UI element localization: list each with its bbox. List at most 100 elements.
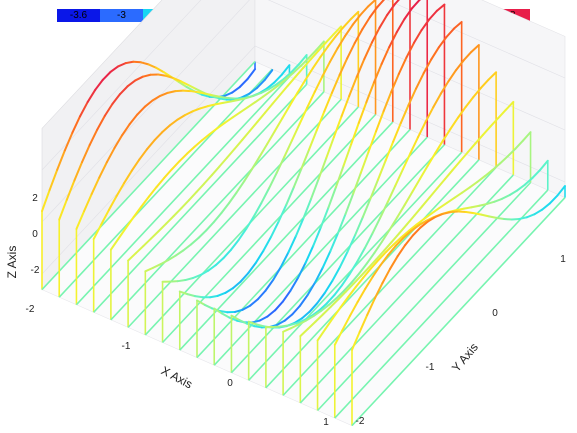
data-point — [81, 144, 91, 164]
x-tick-label: 0 — [227, 378, 233, 389]
z-axis-title: Z Axis — [5, 246, 19, 279]
series-slice — [41, 60, 256, 291]
series-slice — [351, 185, 566, 427]
data-point — [123, 169, 133, 185]
data-point — [65, 179, 76, 201]
data-point — [314, 313, 325, 323]
data-point — [166, 90, 177, 94]
data-point — [223, 91, 234, 97]
data-point — [352, 274, 363, 285]
series-slice — [333, 159, 549, 419]
data-point — [499, 155, 509, 165]
data-point — [325, 294, 336, 305]
data-point — [390, 232, 401, 244]
data-point — [426, 152, 437, 167]
data-point — [531, 168, 542, 179]
data-point — [327, 297, 338, 306]
data-point — [253, 325, 263, 329]
data-point — [356, 247, 366, 263]
data-point — [419, 220, 430, 229]
data-point — [247, 320, 258, 326]
data-point — [411, 226, 422, 237]
data-point — [295, 319, 305, 325]
data-point — [333, 329, 344, 346]
data-point — [361, 197, 372, 219]
data-point — [193, 139, 204, 148]
data-point — [298, 106, 309, 126]
data-point — [457, 105, 467, 119]
data-point — [404, 234, 414, 246]
data-point — [193, 295, 204, 299]
data-point — [420, 18, 431, 32]
data-point — [449, 116, 460, 130]
data-point — [294, 217, 305, 238]
data-point — [337, 290, 347, 301]
data-point — [332, 115, 343, 139]
data-point — [413, 205, 424, 217]
data-point — [153, 131, 164, 142]
data-point — [270, 220, 280, 238]
data-point — [403, 7, 414, 21]
data-point — [126, 79, 137, 88]
data-point — [326, 35, 337, 48]
data-point — [239, 106, 249, 114]
y-tick-label: 0 — [492, 308, 498, 319]
data-point — [324, 317, 334, 331]
data-point — [237, 227, 248, 241]
data-point — [306, 320, 317, 330]
data-point — [283, 313, 294, 322]
data-point — [381, 228, 391, 243]
curtain-edge — [75, 76, 291, 306]
y-axis-title: Y Axis — [449, 340, 481, 374]
data-point — [430, 207, 441, 215]
data-point — [90, 176, 101, 196]
data-point — [96, 114, 106, 131]
data-point — [533, 208, 544, 216]
data-point — [151, 263, 162, 269]
data-point — [214, 257, 225, 267]
data-point — [203, 303, 214, 310]
data-point — [407, 223, 418, 232]
data-point — [319, 206, 330, 229]
data-point — [320, 303, 330, 312]
data-point — [386, 3, 396, 16]
data-point — [366, 297, 376, 316]
data-point — [212, 212, 223, 224]
data-point — [360, 266, 370, 277]
z-tick-label: 2 — [32, 193, 38, 204]
data-point — [164, 74, 175, 80]
data-point — [462, 50, 473, 62]
data-point — [140, 195, 150, 208]
data-point — [331, 306, 342, 320]
data-point — [370, 26, 381, 44]
data-point — [163, 168, 173, 179]
data-point — [210, 95, 220, 100]
data-point — [397, 56, 408, 76]
data-point — [358, 313, 369, 334]
data-point — [281, 289, 292, 303]
data-point — [346, 286, 357, 299]
data-point — [430, 46, 440, 61]
data-point — [424, 106, 435, 123]
data-point — [268, 171, 278, 190]
data-point — [541, 202, 551, 211]
data-point — [280, 64, 291, 76]
data-point — [479, 78, 490, 89]
data-point — [372, 63, 383, 84]
data-point — [449, 210, 460, 214]
data-point — [282, 327, 292, 333]
data-point — [493, 197, 504, 203]
data-point — [127, 252, 137, 262]
data-point — [510, 217, 521, 221]
data-point — [134, 245, 145, 255]
data-point — [307, 49, 318, 60]
data-point — [331, 266, 341, 282]
data-point — [239, 272, 250, 283]
data-point — [186, 293, 196, 298]
data-point — [393, 0, 400, 6]
data-point — [309, 49, 320, 61]
z-tick-label: -2 — [31, 265, 40, 276]
data-point — [290, 123, 301, 142]
data-point — [445, 27, 456, 38]
data-point — [378, 201, 389, 220]
